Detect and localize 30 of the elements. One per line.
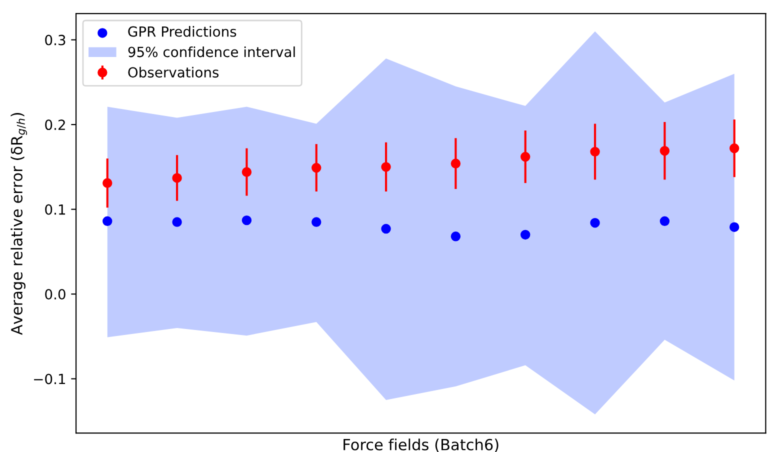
point: [172, 173, 182, 183]
point: [172, 217, 182, 227]
point: [450, 158, 461, 168]
legend-label: Observations: [128, 66, 219, 78]
point: [102, 178, 112, 188]
y-axis-title: Average relative error (δR$_{g/h}$): [10, 112, 28, 335]
point: [381, 162, 391, 172]
legend-label: 95% confidence interval: [128, 46, 295, 58]
point: [590, 218, 600, 228]
point: [102, 216, 112, 226]
point: [312, 217, 322, 227]
point: [450, 232, 461, 242]
point: [520, 230, 530, 240]
y-tick-label: 0.1: [45, 204, 66, 215]
y-tick-label: −0.1: [34, 374, 66, 384]
point: [381, 224, 391, 234]
x-axis-title: Force fields (Batch6): [344, 438, 498, 452]
point: [660, 146, 670, 156]
point: [729, 222, 740, 232]
point: [590, 146, 600, 157]
point: [242, 167, 252, 177]
y-tick-label: 0.2: [45, 120, 65, 130]
point: [312, 162, 322, 173]
point: [660, 216, 670, 226]
point: [520, 152, 530, 162]
point: [729, 143, 740, 154]
point: [242, 215, 252, 226]
y-tick-label: 0.3: [45, 34, 66, 46]
legend-label: GPR Predictions: [128, 26, 236, 37]
y-tick-label: 0.0: [45, 289, 66, 300]
